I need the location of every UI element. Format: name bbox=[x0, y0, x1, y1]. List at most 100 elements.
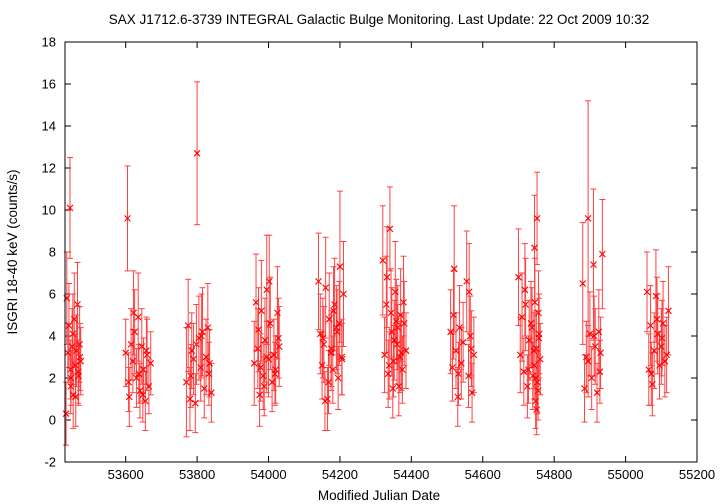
data-point bbox=[268, 378, 276, 386]
data-point bbox=[338, 355, 346, 363]
data-point bbox=[450, 265, 458, 273]
data-point bbox=[340, 290, 347, 298]
data-point bbox=[586, 330, 594, 338]
data-point bbox=[394, 324, 402, 331]
data-point bbox=[532, 397, 539, 405]
data-point bbox=[535, 309, 542, 317]
data-point bbox=[531, 299, 539, 306]
data-point bbox=[581, 385, 588, 392]
data-point bbox=[188, 347, 196, 355]
data-point bbox=[260, 383, 268, 390]
x-tick-label: 54800 bbox=[536, 467, 572, 482]
y-tick-label: 12 bbox=[42, 161, 56, 176]
data-point bbox=[455, 370, 462, 378]
data-point bbox=[76, 353, 84, 361]
data-point bbox=[387, 309, 395, 317]
data-point bbox=[331, 301, 338, 308]
data-point bbox=[199, 328, 206, 336]
data-point bbox=[397, 311, 405, 319]
data-point bbox=[534, 387, 542, 394]
data-point bbox=[74, 301, 81, 308]
data-point bbox=[266, 320, 274, 327]
data-point bbox=[73, 347, 80, 355]
data-point bbox=[386, 225, 394, 233]
data-point bbox=[330, 307, 337, 315]
y-tick-label: 16 bbox=[42, 77, 56, 92]
y-tick-label: 10 bbox=[42, 203, 56, 218]
data-point bbox=[320, 341, 328, 348]
data-point bbox=[648, 380, 656, 388]
data-point bbox=[381, 351, 388, 359]
chart-title: SAX J1712.6-3739 INTEGRAL Galactic Bulge… bbox=[109, 12, 650, 27]
data-point bbox=[645, 366, 653, 373]
data-point bbox=[466, 332, 474, 340]
data-point bbox=[515, 273, 522, 281]
x-tick-label: 54200 bbox=[322, 467, 358, 482]
data-point bbox=[467, 345, 475, 352]
data-point bbox=[70, 315, 78, 323]
data-point bbox=[125, 393, 133, 401]
data-point bbox=[261, 336, 269, 344]
data-point bbox=[647, 322, 654, 329]
y-tick-label: 8 bbox=[49, 245, 56, 260]
data-point bbox=[133, 374, 140, 382]
data-point bbox=[520, 368, 528, 376]
data-point bbox=[582, 353, 590, 361]
data-point bbox=[463, 278, 471, 285]
data-point bbox=[525, 336, 533, 344]
data-point bbox=[206, 359, 213, 367]
data-point bbox=[263, 353, 271, 361]
data-point bbox=[325, 315, 333, 323]
data-point bbox=[400, 320, 408, 327]
data-point bbox=[257, 364, 265, 371]
data-point bbox=[322, 284, 330, 292]
data-point bbox=[135, 370, 143, 378]
y-tick-label: 6 bbox=[49, 287, 56, 302]
data-point bbox=[131, 328, 139, 336]
data-point bbox=[208, 389, 215, 397]
data-point bbox=[454, 393, 462, 401]
data-point bbox=[391, 288, 399, 296]
data-point bbox=[529, 372, 537, 380]
data-point bbox=[452, 347, 460, 355]
data-point bbox=[584, 357, 592, 365]
data-point bbox=[521, 286, 529, 294]
data-point bbox=[130, 309, 137, 317]
data-point bbox=[198, 332, 205, 340]
data-point bbox=[531, 244, 538, 252]
data-point bbox=[191, 399, 199, 407]
y-tick-label: 0 bbox=[49, 413, 56, 428]
data-point bbox=[650, 347, 658, 355]
data-point bbox=[397, 349, 405, 357]
data-point bbox=[136, 387, 144, 394]
data-point bbox=[329, 366, 337, 373]
data-point bbox=[139, 391, 147, 399]
data-point bbox=[396, 353, 404, 361]
x-axis-title: Modified Julian Date bbox=[318, 488, 440, 503]
data-point bbox=[390, 336, 398, 344]
data-point bbox=[254, 345, 262, 352]
data-point bbox=[65, 322, 73, 329]
data-point bbox=[141, 397, 149, 405]
data-point bbox=[524, 383, 531, 390]
data-point bbox=[72, 393, 80, 401]
data-point bbox=[656, 362, 663, 369]
data-point bbox=[658, 334, 666, 342]
data-point bbox=[470, 351, 478, 359]
x-tick-label: 54000 bbox=[250, 467, 286, 482]
data-point bbox=[335, 320, 343, 327]
data-point bbox=[145, 383, 153, 390]
data-point bbox=[593, 389, 601, 397]
data-point bbox=[263, 286, 271, 294]
data-point bbox=[534, 378, 541, 386]
y-tick-label: 4 bbox=[49, 329, 56, 344]
x-tick-label: 55000 bbox=[608, 467, 644, 482]
data-point bbox=[325, 378, 332, 386]
data-point bbox=[265, 278, 273, 285]
data-point bbox=[147, 359, 155, 367]
data-point bbox=[122, 349, 130, 357]
data-point bbox=[579, 280, 587, 287]
data-point bbox=[186, 395, 194, 403]
x-tick-label: 54400 bbox=[393, 467, 429, 482]
data-point bbox=[382, 301, 390, 308]
